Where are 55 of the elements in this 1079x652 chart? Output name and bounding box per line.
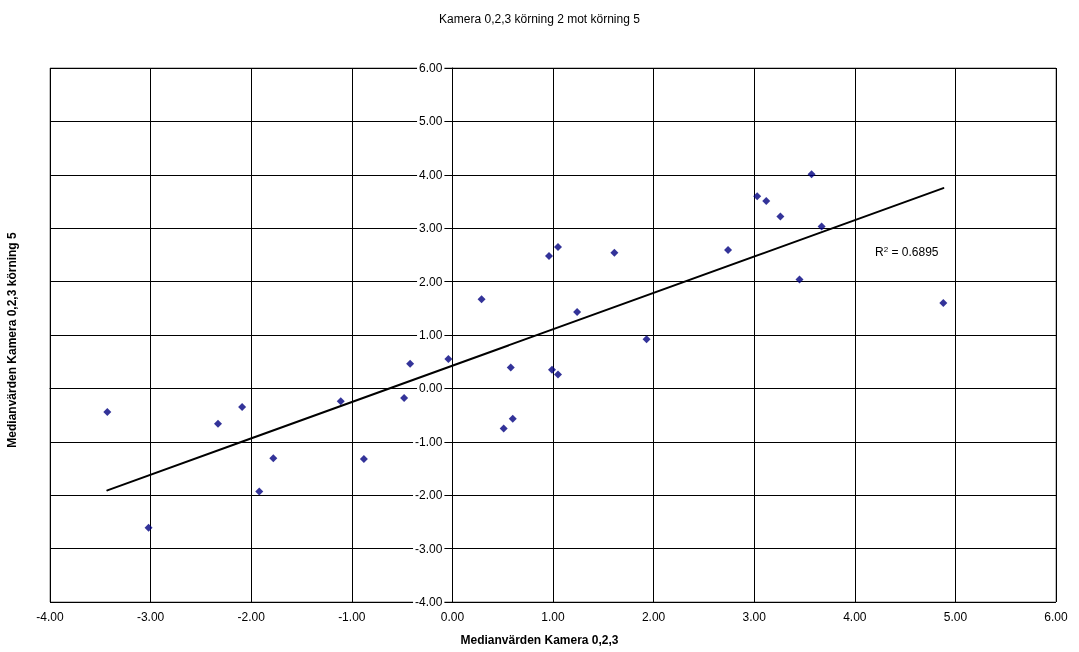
point: [336, 397, 345, 406]
point: [554, 370, 563, 379]
point: [547, 365, 556, 374]
y-tick-label: 1.00: [419, 328, 443, 342]
point: [508, 414, 517, 423]
x-tick-label: 2.00: [641, 610, 666, 624]
point: [269, 454, 278, 463]
y-tick-label: -1.00: [415, 434, 443, 449]
point: [406, 359, 415, 368]
x-tick-label: 6.00: [1044, 610, 1068, 624]
y-tick-label: -3.00: [415, 541, 443, 556]
point: [400, 394, 409, 403]
point: [359, 454, 368, 463]
x-tick-label: 0.00: [440, 610, 465, 624]
y-tick-label: 0.00: [419, 381, 443, 396]
x-tick-label: -3.00: [136, 610, 165, 624]
point: [255, 487, 264, 496]
x-tick-label: 4.00: [843, 610, 867, 624]
point: [544, 251, 553, 260]
y-tick-label: 4.00: [419, 167, 443, 182]
point: [103, 407, 112, 416]
y-tick-label: 6.00: [419, 61, 443, 75]
point: [238, 403, 247, 412]
point: [753, 192, 762, 201]
point: [807, 170, 816, 179]
y-tick-label: -2.00: [415, 488, 443, 503]
x-tick-label: -1.00: [338, 610, 366, 624]
point: [214, 419, 222, 428]
x-tick-label: -2.00: [237, 610, 266, 624]
point: [499, 424, 508, 433]
y-tick-label: -4.00: [415, 595, 443, 609]
y-tick-label: 3.00: [419, 221, 443, 236]
point: [144, 523, 153, 532]
point: [573, 308, 582, 317]
x-tick-label: 3.00: [742, 610, 767, 624]
point: [762, 196, 771, 205]
x-axis-title: Medianvärden Kamera 0,2,3: [460, 633, 619, 647]
point: [610, 248, 619, 257]
point: [444, 355, 453, 364]
x-tick-label: 1.00: [541, 610, 565, 624]
point: [642, 335, 651, 344]
y-tick-label: 5.00: [419, 114, 443, 129]
point: [477, 295, 486, 304]
point: [817, 222, 826, 231]
point: [724, 246, 733, 255]
point: [506, 363, 515, 372]
point: [795, 275, 804, 284]
x-tick-label: -4.00: [36, 610, 64, 624]
chart-title: Kamera 0,2,3 körning 2 mot körning 5: [439, 12, 641, 26]
y-axis-title: Medianvärden Kamera 0,2,3 körning 5: [5, 231, 19, 448]
x-tick-label: 5.00: [943, 610, 968, 624]
point: [776, 212, 785, 221]
point: [554, 242, 563, 251]
point: [939, 298, 948, 307]
y-tick-label: 2.00: [419, 274, 443, 289]
